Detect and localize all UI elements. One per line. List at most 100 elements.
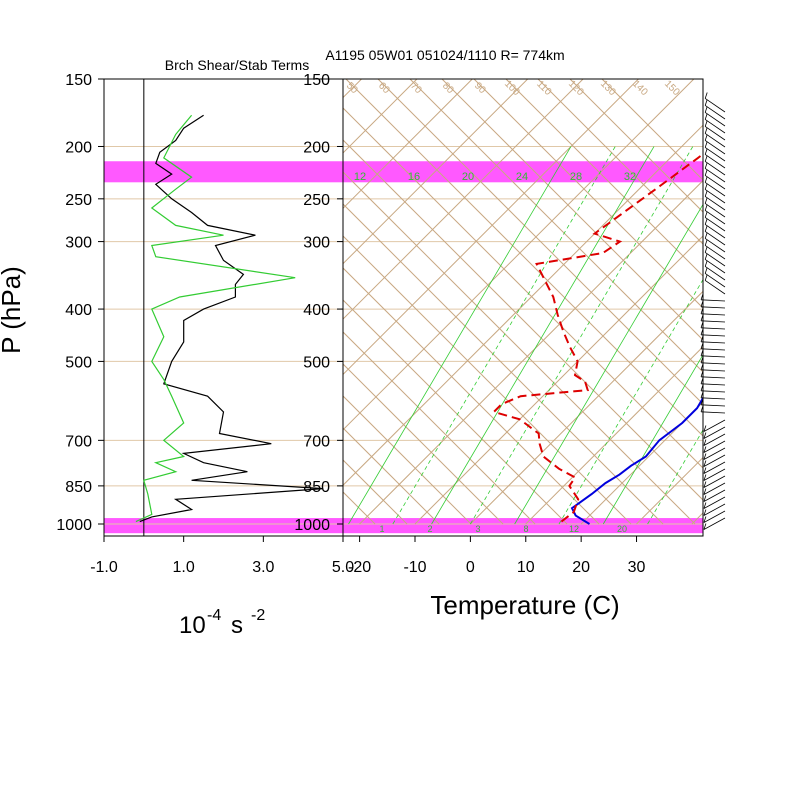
wind-barb <box>704 140 726 155</box>
skewt-x-axis-label: Temperature (C) <box>430 590 619 620</box>
isotherm-line <box>343 79 473 210</box>
dry-adiabat-line <box>441 79 703 341</box>
wind-barb-flag <box>703 425 707 432</box>
wind-barb <box>701 383 726 386</box>
isotherm-label: 60 <box>376 80 392 96</box>
wind-barb <box>703 489 726 502</box>
dry-adiabat-line <box>0 79 279 524</box>
isotherm-line <box>525 346 703 525</box>
wind-barb <box>704 182 726 197</box>
dry-adiabat-line <box>537 79 703 245</box>
wind-barb <box>701 397 726 400</box>
isotherm-line <box>0 79 306 524</box>
wind-barb <box>703 419 726 432</box>
wind-barb-flag <box>704 148 708 155</box>
wind-barb <box>704 266 726 281</box>
wind-barb <box>703 433 726 446</box>
wind-barb <box>704 210 726 225</box>
wind-barb <box>701 313 726 316</box>
wind-barb-flag <box>704 113 708 120</box>
wind-barb-flag <box>704 155 708 162</box>
skewt-y-tick-label: 700 <box>303 433 330 450</box>
mixing-ratio-label-top: 28 <box>570 171 582 183</box>
isotherm-line <box>343 79 418 154</box>
shear-profile-line <box>139 114 324 523</box>
left-y-tick-label: 400 <box>65 302 92 319</box>
wind-barb-flag <box>700 398 704 405</box>
left-y-ticks: 150 200 250 300 400 500 700 850 1000 <box>56 72 104 534</box>
wind-barb <box>704 196 726 211</box>
wind-barb-flag <box>704 169 708 176</box>
wind-barb-flag <box>704 211 708 218</box>
isotherm-label: 80 <box>440 80 456 96</box>
isotherm-label: 100 <box>502 78 522 98</box>
wind-barb <box>703 503 726 516</box>
left-y-tick-label: 150 <box>65 72 92 89</box>
isotherm-line <box>343 79 695 431</box>
mixing-ratio-line <box>558 278 703 525</box>
left-x-tick-label: 5.0 <box>332 559 354 576</box>
wind-barb <box>701 348 726 351</box>
wind-barb-flag <box>700 307 704 314</box>
wind-barb-flag <box>703 432 707 439</box>
wind-barb <box>703 440 726 453</box>
isotherm-label: 90 <box>472 80 488 96</box>
wind-barb-flag <box>700 370 704 377</box>
wind-barb-flag <box>700 405 704 412</box>
wind-barb <box>703 461 726 474</box>
wind-barb-flag <box>704 246 708 253</box>
mixing-ratio-label-top: 16 <box>408 171 420 183</box>
wind-barb-flag <box>703 509 707 516</box>
skewt-y-ticks: 150 200 250 300 400 500 700 850 1000 <box>294 72 343 534</box>
wind-barb <box>701 320 726 323</box>
mixing-ratio-label-bottom: 1 <box>379 524 384 534</box>
skewt-y-tick-label: 150 <box>303 72 330 89</box>
wind-barb-flag <box>704 141 708 148</box>
dewpoint-profile-line <box>491 152 703 523</box>
isotherm-line <box>343 79 529 265</box>
wind-barb-flag <box>704 183 708 190</box>
skewt-y-tick-label: 200 <box>303 139 330 156</box>
wind-barb-flag <box>703 516 707 523</box>
wind-barb-flag <box>704 162 708 169</box>
stability-profile-line <box>135 114 296 523</box>
wind-barb-flag <box>704 176 708 183</box>
wind-barb <box>701 306 726 309</box>
wind-barb <box>703 496 726 509</box>
mixing-ratio-line <box>392 146 616 525</box>
wind-barb-flag <box>700 356 704 363</box>
dry-adiabat-line <box>0 79 247 524</box>
mixing-ratio-label-top: 32 <box>624 171 636 183</box>
wind-barb-flag <box>703 474 707 481</box>
skewt-y-tick-label: 250 <box>303 192 330 209</box>
left-y-tick-label: 500 <box>65 354 92 371</box>
isotherm-label: 120 <box>566 78 586 98</box>
isotherm-label: 140 <box>630 78 650 98</box>
isotherm-line <box>414 235 703 525</box>
wind-barb <box>701 299 726 302</box>
wind-barb <box>704 231 726 246</box>
wind-barb <box>704 168 726 183</box>
wind-barb <box>704 154 726 169</box>
skewt-y-tick-label: 300 <box>303 235 330 252</box>
wind-barb-flag <box>704 204 708 211</box>
wind-barb-flag <box>700 384 704 391</box>
wind-barb <box>701 341 726 344</box>
temperature-profile-line <box>570 396 703 525</box>
wind-barb <box>703 468 726 481</box>
wind-barb <box>704 224 726 239</box>
skewt-x-tick-label: 0 <box>466 559 475 576</box>
skewt-x-tick-label: -20 <box>348 559 371 576</box>
wind-barb <box>701 390 726 393</box>
wind-barb-flag <box>704 218 708 225</box>
wind-barb <box>704 126 726 141</box>
isotherm-line <box>0 79 195 524</box>
wind-barb <box>704 175 726 190</box>
wind-barb-flag <box>703 488 707 495</box>
dry-adiabat-line <box>0 79 311 524</box>
dry-adiabat-line <box>409 79 703 373</box>
mixing-ratio-label-bottom: 3 <box>475 524 480 534</box>
wind-barb <box>704 133 726 148</box>
wind-barb-flag <box>703 523 707 530</box>
wind-barb-flag <box>704 274 708 281</box>
